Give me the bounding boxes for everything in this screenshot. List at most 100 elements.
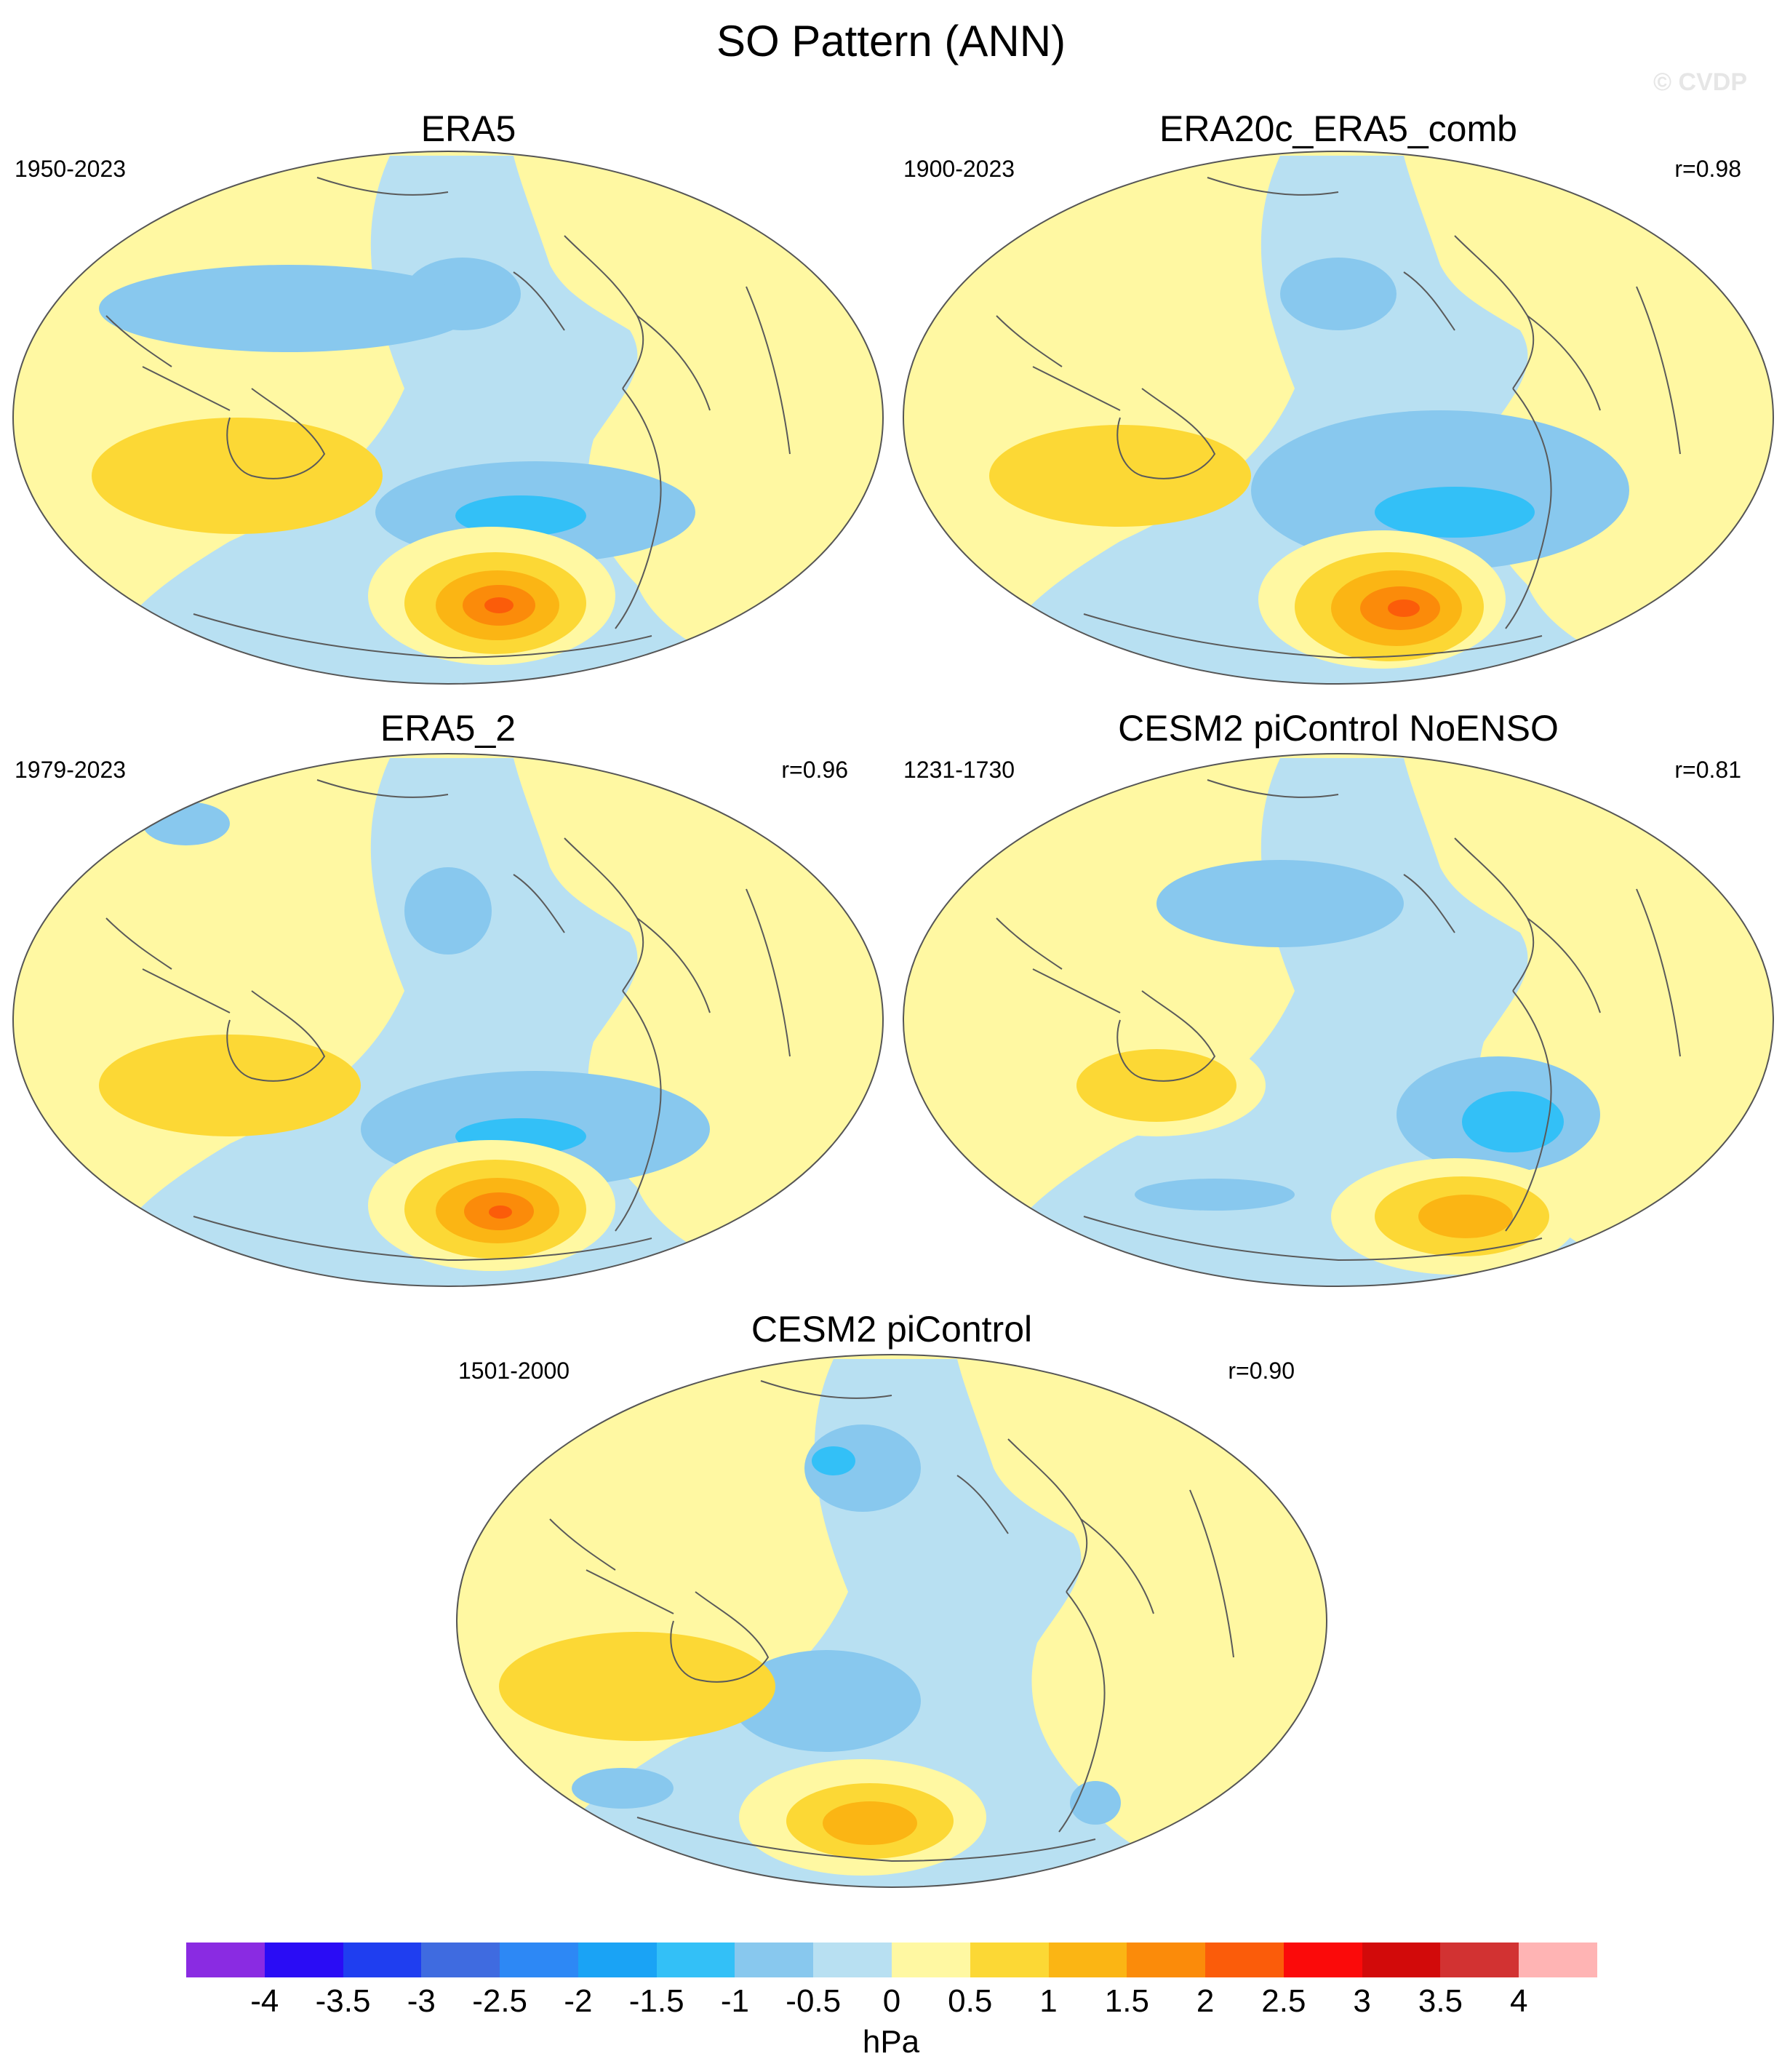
panel-title-era5: ERA5 (420, 108, 516, 149)
colorbar-box (421, 1942, 500, 1977)
map-cesm2-picontrol-noenso (903, 753, 1774, 1287)
colorbar-box (970, 1942, 1050, 1977)
colorbar-box (813, 1942, 892, 1977)
panel-period-cesm2-picontrol-noenso: 1231-1730 (903, 757, 1015, 783)
contour-blob (1280, 258, 1397, 330)
coastline (1454, 235, 1535, 389)
coastline (746, 286, 791, 455)
coastline (142, 968, 231, 1013)
panel-period-era5: 1950-2023 (15, 156, 127, 182)
coastline (636, 315, 711, 411)
coastline (1505, 388, 1552, 629)
panel-title-cesm2-picontrol-noenso: CESM2 piControl NoENSO (1118, 708, 1559, 749)
colorbar-box (500, 1942, 579, 1977)
colorbar-box (1519, 1942, 1598, 1977)
coastline (1032, 968, 1121, 1013)
panel-period-cesm2-picontrol: 1501-2000 (458, 1358, 570, 1384)
contour-blob (1076, 1049, 1236, 1122)
coastline (956, 1475, 1009, 1534)
contour-blob (1156, 860, 1404, 947)
panel-title-era20c-era5-comb: ERA20c_ERA5_comb (1159, 108, 1517, 149)
coastline (1058, 1591, 1106, 1833)
colorbar-tick-label: 2 (1196, 1983, 1215, 2019)
panel-corr-cesm2-picontrol-noenso: r=0.81 (1674, 757, 1741, 783)
contour-blob (404, 867, 492, 955)
coastline (1527, 315, 1601, 411)
colorbar-tick-label: -1.5 (628, 1983, 684, 2019)
map-outline (456, 1354, 1327, 1888)
contour-blob (99, 265, 477, 352)
coastline (1505, 990, 1552, 1232)
coastline (1636, 286, 1681, 455)
panel-title-cesm2-picontrol: CESM2 piControl (751, 1309, 1033, 1350)
colorbar-tick-label: 1 (1039, 1983, 1058, 2019)
colorbar-tick-label: 4 (1509, 1983, 1528, 2019)
map-outline (12, 151, 884, 685)
colorbar-units: hPa (862, 2024, 920, 2060)
colorbar-tick-label: 3 (1353, 1983, 1371, 2019)
coastline (226, 388, 326, 479)
colorbar-tick-label: 0 (882, 1983, 901, 2019)
map-cesm2-picontrol (456, 1354, 1327, 1888)
colorbar-tick-label: -1 (720, 1983, 749, 2019)
colorbar-tick-label: 2.5 (1261, 1983, 1306, 2019)
coastline (670, 1591, 770, 1683)
contour-blob (989, 425, 1251, 527)
panel-corr-era5-2: r=0.96 (781, 757, 848, 783)
colorbar-tick-label: -2.5 (472, 1983, 528, 2019)
coastline (760, 1380, 892, 1399)
colorbar-box (735, 1942, 814, 1977)
contour-band (550, 1359, 1183, 1887)
colorbar-tick-label: -3 (407, 1983, 436, 2019)
map-outline (903, 151, 1774, 685)
coastline (316, 177, 449, 196)
panel-corr-cesm2-picontrol: r=0.90 (1228, 1358, 1295, 1384)
colorbar-box (343, 1942, 422, 1977)
colorbar-box (1205, 1942, 1284, 1977)
contour-blob (99, 1035, 361, 1136)
coastline (142, 366, 231, 411)
colorbar-box (1283, 1942, 1363, 1977)
colorbar-tick-label: -2 (564, 1983, 593, 2019)
contour-blob (812, 1446, 855, 1475)
coastline (513, 874, 565, 933)
map-era5 (12, 151, 884, 685)
colorbar-box (1048, 1942, 1127, 1977)
colorbar-tick-label: 3.5 (1418, 1983, 1463, 2019)
coastline (1083, 613, 1543, 659)
colorbar-box (1127, 1942, 1206, 1977)
coastline (193, 613, 652, 659)
coastline (549, 1518, 616, 1571)
coastline (1083, 1216, 1543, 1262)
colorbar-box (656, 1942, 735, 1977)
contour-blob (92, 418, 383, 534)
contour-blob (484, 597, 514, 613)
contour-blob (1375, 487, 1535, 538)
coastline (513, 271, 565, 331)
contour-blob (455, 495, 586, 536)
panel-title-era5-2: ERA5_2 (380, 708, 516, 749)
colorbar-tick-label: -4 (250, 1983, 279, 2019)
colorbar-tick-label: 0.5 (948, 1983, 993, 2019)
contour-blob (1462, 1091, 1564, 1152)
coastline (1403, 874, 1455, 933)
contour-blob (823, 1801, 917, 1845)
colorbar-tick-label: -0.5 (786, 1983, 842, 2019)
coastline (564, 837, 644, 992)
coastline (1207, 177, 1339, 196)
coastline (1080, 1518, 1154, 1614)
coastline (586, 1569, 674, 1614)
coastline (1403, 271, 1455, 331)
map-era20c-era5-comb (903, 151, 1774, 685)
coastline (1116, 388, 1216, 479)
coastline (615, 990, 662, 1232)
coastline (1007, 1438, 1088, 1593)
coastline (996, 917, 1063, 970)
coastline (1032, 366, 1121, 411)
contour-blob (732, 1650, 921, 1752)
contour-blob (499, 1632, 775, 1741)
coastline (1636, 888, 1681, 1057)
colorbar (186, 1942, 1598, 1977)
coastline (105, 917, 172, 970)
colorbar-box (1362, 1942, 1441, 1977)
